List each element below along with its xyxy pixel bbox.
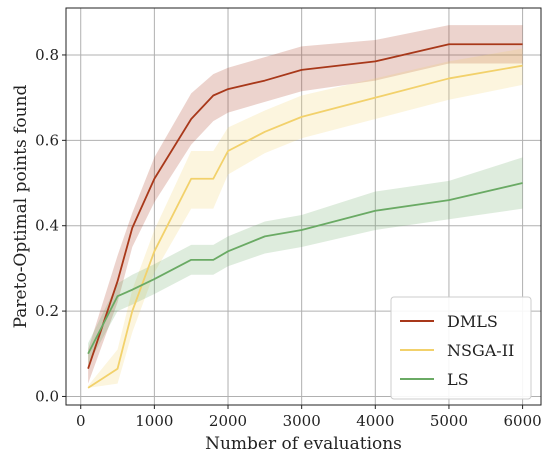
x-tick-label: 0 — [76, 412, 86, 430]
y-axis-label: Pareto-Optimal points found — [11, 85, 31, 329]
legend-label-ls: LS — [447, 370, 469, 389]
x-tick-label: 6000 — [503, 412, 541, 430]
x-tick-label: 1000 — [135, 412, 173, 430]
legend-box — [390, 296, 532, 400]
band-dmls — [88, 25, 523, 384]
legend-label-dmls: DMLS — [447, 312, 498, 331]
legend: DMLS NSGA-II LS — [390, 296, 532, 400]
y-tick-label: 0.8 — [35, 46, 59, 64]
y-tick-label: 0.4 — [35, 217, 59, 235]
line-ls — [87, 182, 523, 355]
x-axis-label: Number of evaluations — [205, 434, 402, 454]
grid — [66, 8, 541, 405]
y-tick-label: 0.6 — [35, 131, 59, 149]
plot-frame — [65, 7, 542, 406]
x-tick-labels: 0 1000 2000 3000 4000 5000 6000 — [76, 405, 542, 430]
y-tick-labels: 0.0 0.2 0.4 0.6 0.8 — [35, 46, 66, 405]
series-lines — [87, 43, 523, 389]
x-tick-label: 2000 — [209, 412, 247, 430]
legend-label-nsga-ii: NSGA-II — [447, 341, 514, 360]
line-nsga-ii — [87, 64, 523, 389]
y-tick-label: 0.0 — [35, 387, 59, 405]
x-tick-label: 3000 — [283, 412, 321, 430]
line-dmls — [87, 43, 523, 370]
band-ls — [88, 157, 523, 365]
y-tick-label: 0.2 — [35, 302, 59, 320]
x-tick-label: 4000 — [356, 412, 394, 430]
x-tick-label: 5000 — [430, 412, 468, 430]
